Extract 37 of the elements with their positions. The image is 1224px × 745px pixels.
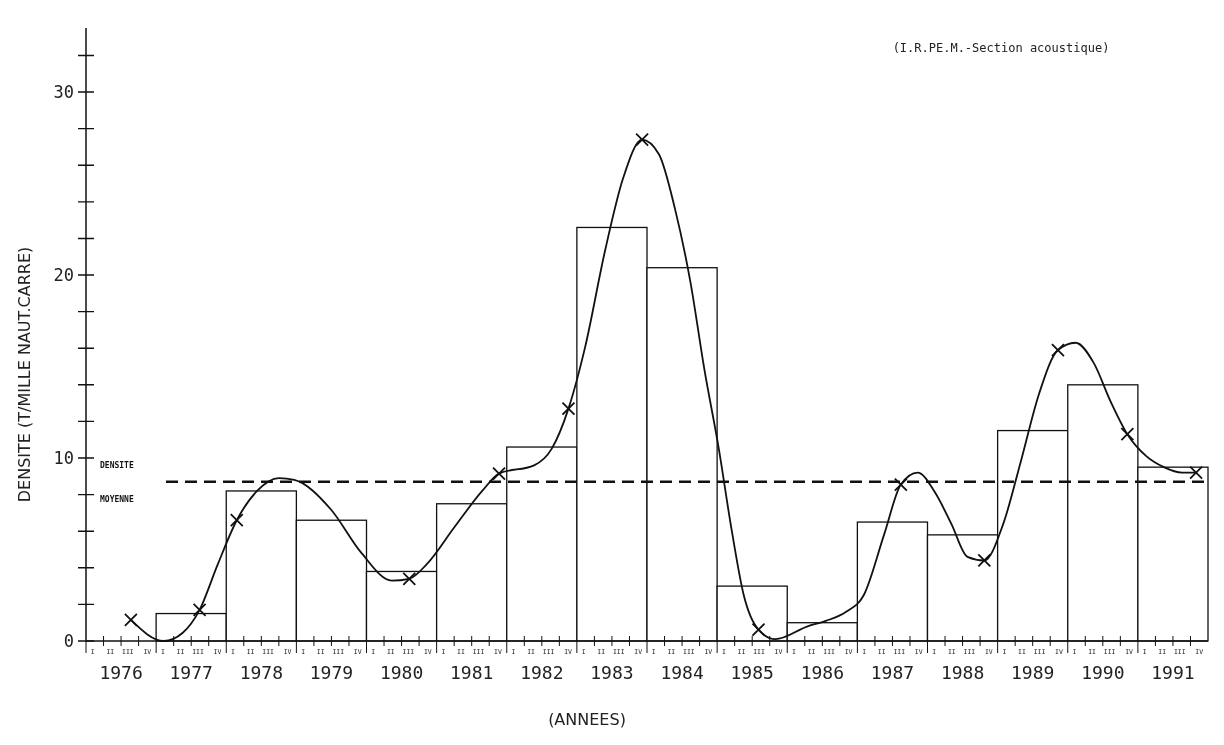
point bbox=[893, 477, 908, 492]
point bbox=[751, 622, 766, 637]
point bbox=[977, 553, 992, 568]
point bbox=[561, 401, 576, 416]
y-tick-label: 0 bbox=[63, 630, 74, 651]
point bbox=[1189, 465, 1203, 480]
x-tick-label: 1990 bbox=[1081, 662, 1125, 683]
x-tick-label: 1982 bbox=[520, 662, 564, 683]
point bbox=[123, 613, 138, 627]
point bbox=[492, 466, 506, 481]
x-tick-label: 1983 bbox=[590, 662, 634, 683]
x-tick-label: 1985 bbox=[730, 662, 774, 683]
point bbox=[635, 132, 649, 147]
x-tick-label: 1977 bbox=[169, 662, 213, 683]
x-tick-label: 1986 bbox=[800, 662, 844, 683]
x-tick-label: 1984 bbox=[660, 662, 704, 683]
y-tick-label: 20 bbox=[53, 264, 74, 285]
x-tick-label: 1981 bbox=[450, 662, 494, 683]
x-tick-label: 1976 bbox=[99, 662, 143, 683]
x-tick-label: 1988 bbox=[940, 662, 985, 683]
x-tick-label: 1979 bbox=[309, 662, 354, 683]
annotation: (I.R.PE.M.-Section acoustique) bbox=[892, 41, 1110, 55]
text: DENSITE MOYENNE bbox=[100, 460, 134, 504]
x-tick-label: 1989 bbox=[1011, 662, 1055, 683]
x-tick-label: 1991 bbox=[1151, 662, 1195, 683]
point bbox=[192, 602, 207, 617]
y-tick-label: 30 bbox=[53, 81, 74, 102]
point bbox=[402, 571, 417, 586]
x-tick-label: 1987 bbox=[870, 662, 915, 683]
y-tick-label: 10 bbox=[53, 447, 74, 468]
y-axis-title: DENSITE (T/MILLE NAUT.CARRE) bbox=[15, 246, 34, 503]
point bbox=[229, 513, 244, 528]
x-tick-label: 1978 bbox=[239, 662, 283, 683]
point bbox=[1051, 343, 1065, 357]
x-tick-label: 1980 bbox=[379, 662, 424, 683]
x-axis-title: (ANNEES) bbox=[548, 710, 626, 729]
point bbox=[1120, 427, 1135, 442]
